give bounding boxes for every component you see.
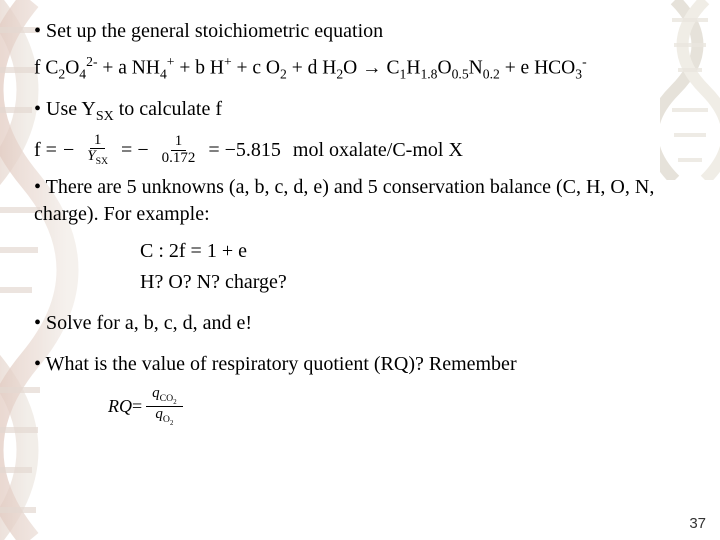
conservation-questions: H? O? N? charge? [140,269,690,296]
slide-content: • Set up the general stoichiometric equa… [0,0,720,427]
bullet-rq: • What is the value of respiratory quoti… [34,351,690,378]
rq-equation: RQ = qCO2 qO2 [108,386,690,427]
bullet-setup: • Set up the general stoichiometric equa… [34,18,690,45]
fraction-2: 1 0.172 [158,134,200,167]
f-equals: f = [34,137,57,164]
rq-fraction: qCO2 qO2 [146,386,182,427]
f-equation-row: f = − 1 YSX = − 1 0.172 = −5.815 mol oxa… [34,133,690,168]
f-units: mol oxalate/C-mol X [293,137,463,164]
page-number: 37 [689,515,706,532]
arrow-icon: → [362,57,382,79]
bullet-use-ysx: • Use YSX to calculate f [34,96,690,127]
bullet-unknowns: • There are 5 unknowns (a, b, c, d, e) a… [34,174,690,228]
conservation-c: C : 2f = 1 + e [140,238,690,265]
stoichiometric-equation: f C2O42- + a NH4+ + b H+ + c O2 + d H2O … [34,53,690,84]
bullet-solve: • Solve for a, b, c, d, and e! [34,310,690,337]
fraction-1: 1 YSX [83,133,112,168]
